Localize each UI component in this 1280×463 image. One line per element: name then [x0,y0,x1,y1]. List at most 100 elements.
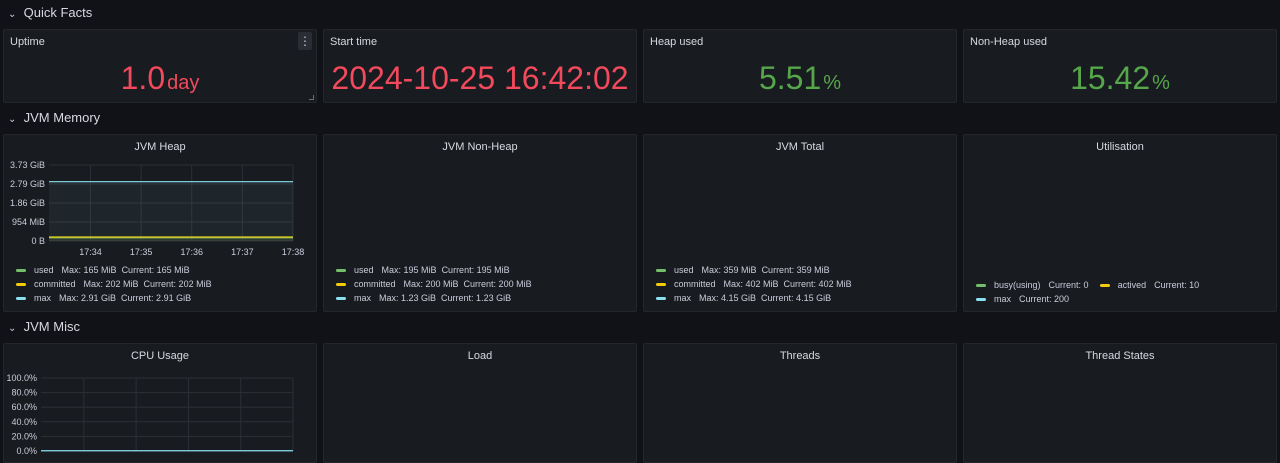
legend-stat: Current: 4.15 GiB [761,293,831,303]
legend-item-busy-using-[interactable]: busy(using) Current: 0 [976,280,1094,290]
y-tick-label: 954 MiB [12,217,45,227]
chart-plot: 100.0%80.0%60.0%40.0%20.0%0.0% [4,344,317,463]
y-tick-label: 1.86 GiB [10,198,45,208]
stat-panel-non-heap-used[interactable]: Non-Heap used 15.42% [963,29,1277,103]
legend-item-max[interactable]: max Max: 1.23 GiB Current: 1.23 GiB [336,293,516,303]
legend-stat: Max: 165 MiB [62,265,117,275]
legend-stat: Current: 165 MiB [122,265,190,275]
legend-swatch [16,297,26,300]
legend-swatch [1100,284,1110,287]
legend-item-used[interactable]: used Max: 165 MiB Current: 165 MiB [16,265,195,275]
legend-stat: Current: 1.23 GiB [441,293,511,303]
legend-name: max [994,294,1011,304]
y-tick-label: 60.0% [11,402,37,412]
x-tick-label: 17:35 [130,247,153,257]
chart-plot: 2520151050 [964,344,1277,463]
x-tick-label: 17:38 [282,247,305,257]
legend-stat: Max: 2.91 GiB [59,293,116,303]
stat-panel-start-time[interactable]: Start time 2024-10-25 16:42:02 [323,29,637,103]
legend-stat: Current: 200 [1019,294,1069,304]
row-title-jvm-memory: JVM Memory [24,110,101,125]
chart-panel-thread-states[interactable]: Thread States 2520151050 [963,343,1277,463]
row-jvm-memory[interactable]: ⌄ JVM Memory [8,108,100,128]
chart-panel-cpu-usage[interactable]: CPU Usage 100.0%80.0%60.0%40.0%20.0%0.0% [3,343,317,463]
legend-stat: Current: 359 MiB [762,265,830,275]
legend-name: max [674,293,691,303]
legend-item-max[interactable]: max Current: 200 [976,294,1074,304]
legend-item-committed[interactable]: committed Max: 202 MiB Current: 202 MiB [16,279,217,289]
stat-number: 15.42 [1070,60,1150,96]
row-title-jvm-misc: JVM Misc [24,319,80,334]
chart-plot: 2.52.01.51.00.5 [324,344,637,463]
legend-stat: Max: 202 MiB [84,279,139,289]
legend-stat: Max: 1.23 GiB [379,293,436,303]
chevron-down-icon: ⌄ [8,5,18,25]
legend-row: max Current: 200 [976,292,1074,306]
legend-stat: Max: 4.15 GiB [699,293,756,303]
row-jvm-misc[interactable]: ⌄ JVM Misc [8,317,80,337]
legend-row: max Max: 4.15 GiB Current: 4.15 GiB [656,291,836,305]
y-tick-label: 20.0% [11,431,37,441]
legend-swatch [656,297,666,300]
legend-item-max[interactable]: max Max: 4.15 GiB Current: 4.15 GiB [656,293,836,303]
y-tick-label: 2.79 GiB [10,179,45,189]
chart-panel-utilisation[interactable]: Utilisation 25020015010050017:3417:3517:… [963,134,1277,312]
legend-swatch [16,269,26,272]
legend-swatch [16,283,26,286]
stat-panel-heap-used[interactable]: Heap used 5.51% [643,29,957,103]
chevron-down-icon: ⌄ [8,110,18,130]
stat-value: 2024-10-25 16:42:02 [324,60,636,96]
row-quick-facts[interactable]: ⌄ Quick Facts [8,3,92,23]
x-tick-label: 17:36 [180,247,203,257]
legend-name: max [354,293,371,303]
legend-name: committed [674,279,716,289]
legend-name: used [34,265,54,275]
stat-unit: % [1152,72,1170,94]
chart-panel-load[interactable]: Load 2.52.01.51.00.5 [323,343,637,463]
legend-row: used Max: 165 MiB Current: 165 MiB [16,263,195,277]
legend-name: committed [34,279,76,289]
legend-name: used [354,265,374,275]
legend-name: committed [354,279,396,289]
resize-handle[interactable] [309,95,314,100]
stat-value: 5.51% [644,60,956,101]
legend-name: used [674,265,694,275]
stat-number: 5.51 [759,60,821,96]
y-tick-label: 100.0% [6,373,37,383]
legend-stat: Current: 200 MiB [464,279,532,289]
legend-stat: Max: 402 MiB [724,279,779,289]
y-tick-label: 80.0% [11,388,37,398]
panel-menu-button[interactable]: ⋮ [298,32,312,50]
chart-panel-threads[interactable]: Threads 50403020 [643,343,957,463]
chart-plot: 50403020 [644,344,957,463]
y-tick-label: 0 B [31,236,45,246]
legend-stat: Current: 202 MiB [144,279,212,289]
legend-row: committed Max: 202 MiB Current: 202 MiB [16,277,217,291]
legend-stat: Max: 195 MiB [382,265,437,275]
stat-value: 15.42% [964,60,1276,101]
y-tick-label: 0.0% [16,446,37,456]
legend-swatch [336,269,346,272]
legend-stat: Current: 2.91 GiB [121,293,191,303]
legend-swatch [656,283,666,286]
legend-stat: Current: 0 [1049,280,1089,290]
legend-swatch [336,297,346,300]
legend-name: busy(using) [994,280,1041,290]
x-tick-label: 17:37 [231,247,254,257]
legend-row: max Max: 1.23 GiB Current: 1.23 GiB [336,291,516,305]
